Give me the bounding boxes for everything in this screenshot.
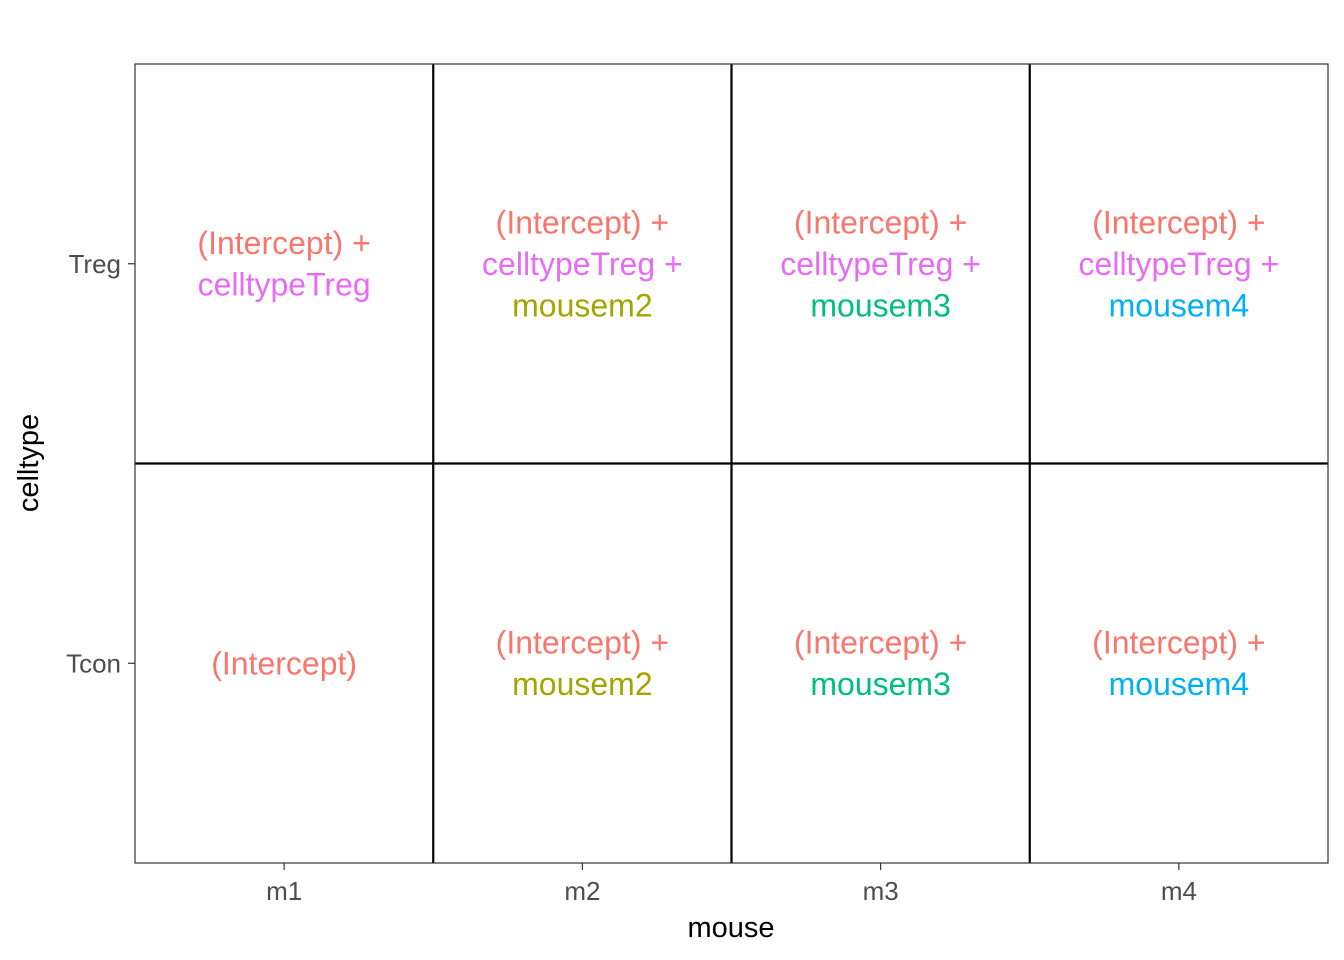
y-axis: Treg Tcon <box>66 249 135 678</box>
x-tick-label-m3: m3 <box>863 876 899 906</box>
y-tick-label-Tcon: Tcon <box>66 648 121 678</box>
cell-Treg-m1: (Intercept) + celltypeTreg <box>197 225 370 303</box>
cell-grid-lines <box>135 64 1328 863</box>
cell-term-label: (Intercept) + <box>794 625 967 661</box>
cell-Tcon-m2: (Intercept) + mousem2 <box>496 625 669 703</box>
cell-term-label: (Intercept) + <box>794 204 967 240</box>
cell-term-label: (Intercept) <box>211 645 357 681</box>
cell-Tcon-m1: (Intercept) <box>211 645 357 681</box>
x-axis-title: mouse <box>687 912 774 944</box>
cell-term-label: (Intercept) + <box>197 225 370 261</box>
cell-term-label: mousem4 <box>1109 666 1250 702</box>
cell-term-label: (Intercept) + <box>496 204 669 240</box>
cell-term-label: (Intercept) + <box>1092 204 1265 240</box>
x-tick-label-m1: m1 <box>266 876 302 906</box>
panel-border <box>134 63 1329 864</box>
cell-term-label: celltypeTreg + <box>1079 246 1280 282</box>
cell-term-label: mousem4 <box>1109 287 1250 323</box>
cell-labels: (Intercept) + celltypeTreg (Intercept) + ce… <box>197 204 1279 702</box>
x-tick-label-m4: m4 <box>1161 876 1197 906</box>
cell-term-label: mousem2 <box>512 287 653 323</box>
x-axis: m1 m2 m3 m4 <box>266 863 1197 906</box>
cell-term-label: (Intercept) + <box>1092 625 1265 661</box>
cell-Treg-m3: (Intercept) + celltypeTreg + mousem3 <box>780 204 981 323</box>
cell-term-label: celltypeTreg <box>198 267 371 303</box>
cell-Tcon-m4: (Intercept) + mousem4 <box>1092 625 1265 703</box>
y-axis-title: celltype <box>13 414 45 512</box>
cell-term-label: mousem3 <box>810 287 951 323</box>
cell-term-label: mousem2 <box>512 666 653 702</box>
x-tick-label-m2: m2 <box>564 876 600 906</box>
y-tick-label-Treg: Treg <box>69 249 122 279</box>
cell-term-label: celltypeTreg + <box>780 246 981 282</box>
cell-Tcon-m3: (Intercept) + mousem3 <box>794 625 967 703</box>
cell-term-label: celltypeTreg + <box>482 246 683 282</box>
cell-Treg-m2: (Intercept) + celltypeTreg + mousem2 <box>482 204 683 323</box>
cell-term-label: mousem3 <box>810 666 951 702</box>
cell-Treg-m4: (Intercept) + celltypeTreg + mousem4 <box>1079 204 1280 323</box>
cell-term-label: (Intercept) + <box>496 625 669 661</box>
